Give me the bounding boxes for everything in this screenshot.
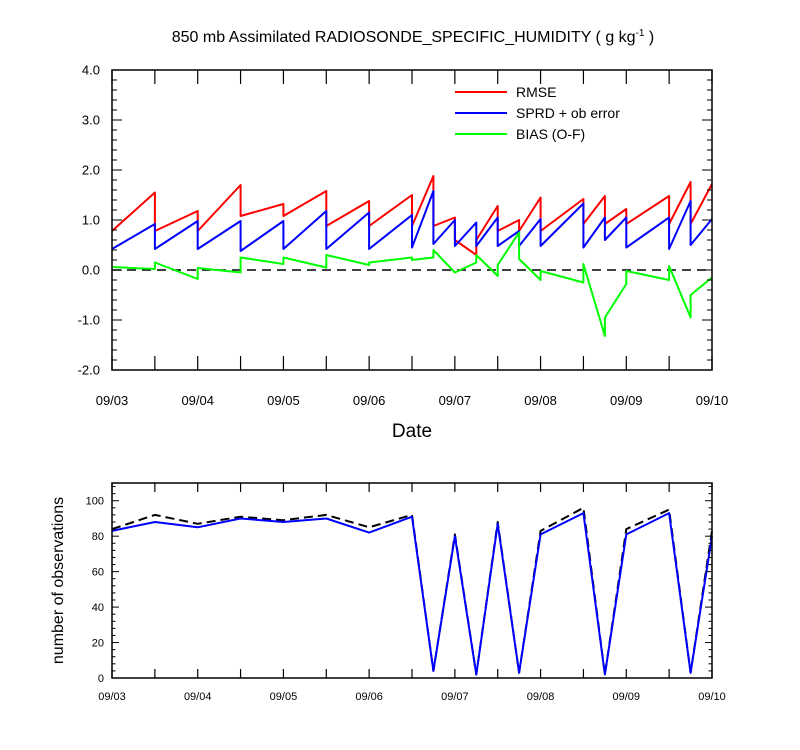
top-series-group (111, 175, 713, 337)
x-tick-label: 09/03 (98, 691, 126, 703)
legend-label-rmse: RMSE (516, 84, 556, 100)
x-tick-label: 09/06 (355, 691, 383, 703)
chart-title-superscript: -1 (636, 28, 645, 39)
series-sprd-ob-error-line (111, 190, 713, 252)
bottom-series-group (111, 506, 713, 676)
x-tick-label: 09/08 (527, 691, 555, 703)
series-bias-o-f-line (111, 231, 713, 337)
top-panel: 09/03 09/04 09/05 09/06 09/07 09/08 09/09 09/10… (78, 63, 729, 442)
y-tick-label: 3.0 (82, 113, 100, 128)
top-ticks-group (111, 69, 713, 371)
y-tick-label: -1.0 (78, 313, 100, 328)
y-tick-label: 0 (98, 673, 104, 685)
x-tick-label: 09/08 (524, 393, 557, 408)
x-tick-label: 09/07 (441, 691, 469, 703)
chart-title-main: 850 mb Assimilated RADIOSONDE_SPECIFIC_H… (172, 29, 636, 46)
legend-label-sprd-ob-error: SPRD + ob error (516, 105, 620, 121)
series-rmse-line (111, 175, 713, 256)
x-tick-label: 09/10 (698, 691, 726, 703)
chart-title-end: ) (644, 29, 654, 46)
x-tick-label: 09/09 (610, 393, 643, 408)
x-tick-label: 09/10 (696, 393, 729, 408)
y-tick-label: 40 (92, 602, 104, 614)
y-tick-label: 1.0 (82, 213, 100, 228)
bottom-panel: 09/03 09/04 09/05 09/06 09/07 09/08 09/09 09/10… (50, 482, 726, 703)
y-tick-label: 60 (92, 566, 104, 578)
x-tick-label: 09/07 (439, 393, 472, 408)
x-axis-label: Date (392, 421, 432, 442)
x-tick-label: 09/04 (184, 691, 212, 703)
y-tick-label: 100 (86, 496, 104, 508)
y-tick-label: 2.0 (82, 163, 100, 178)
y-axis-label: number of observations (50, 497, 67, 664)
x-tick-label: 09/09 (613, 691, 641, 703)
x-tick-label: 09/06 (353, 393, 386, 408)
y-tick-label: 0.0 (82, 263, 100, 278)
top-tick-labels-group: 09/03 09/04 09/05 09/06 09/07 09/08 09/09 09/10… (78, 63, 729, 408)
bottom-ticks-group (111, 483, 713, 679)
x-tick-label: 09/05 (267, 393, 300, 408)
legend: RMSE SPRD + ob error BIAS (O-F) (455, 84, 620, 142)
y-tick-label: 80 (92, 531, 104, 543)
y-tick-label: 4.0 (82, 63, 100, 78)
x-tick-label: 09/03 (96, 393, 129, 408)
series-assimilated-observations-line (111, 512, 713, 676)
y-tick-label: 20 (92, 637, 104, 649)
chart-title: 850 mb Assimilated RADIOSONDE_SPECIFIC_H… (172, 28, 655, 46)
bottom-tick-labels-group: 09/03 09/04 09/05 09/06 09/07 09/08 09/09 09/10… (86, 496, 726, 703)
legend-label-bias-o-f: BIAS (O-F) (516, 126, 585, 142)
x-tick-label: 09/04 (181, 393, 214, 408)
bottom-plot-frame (111, 482, 713, 679)
x-tick-label: 09/05 (270, 691, 298, 703)
y-tick-label: -2.0 (78, 363, 100, 378)
series-total-observations-line (111, 506, 713, 676)
